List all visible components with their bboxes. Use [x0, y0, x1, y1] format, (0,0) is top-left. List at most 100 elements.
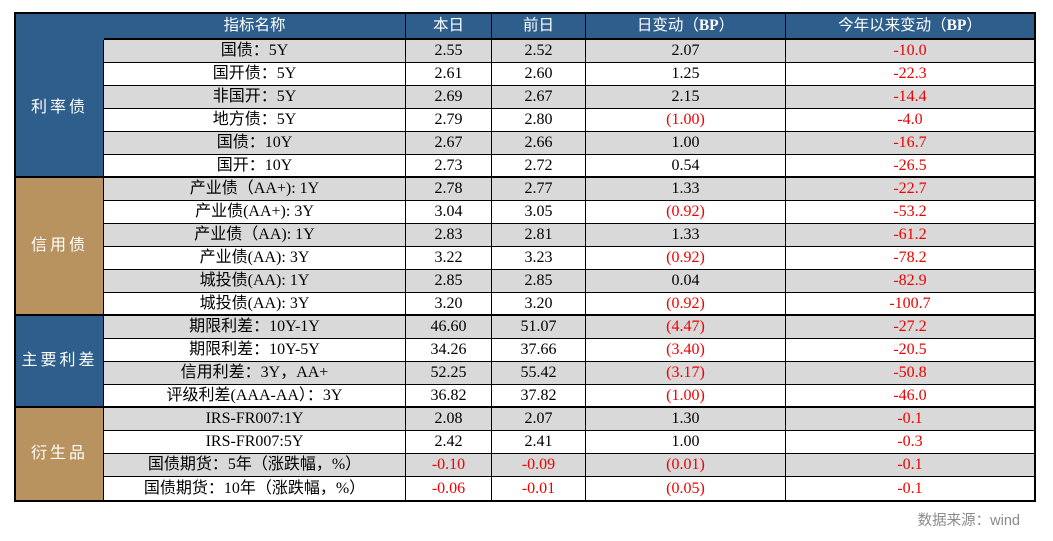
- indicator-name-cell: 产业债（AA): 1Y: [104, 224, 406, 247]
- prev-value-cell: 2.85: [492, 270, 586, 293]
- today-value-cell: -0.10: [406, 454, 492, 477]
- table-header: 指标名称 本日 前日 日变动（BP） 今年以来变动（BP）: [16, 14, 1034, 40]
- category-cell-credit-bonds: 信用债: [16, 178, 104, 316]
- indicator-name-cell: 国开：10Y: [104, 155, 406, 178]
- today-value-cell: 2.42: [406, 431, 492, 454]
- ytd-change-cell: -61.2: [786, 224, 1034, 247]
- today-value-cell: 3.22: [406, 247, 492, 270]
- table-row: 地方债：5Y 2.79 2.80 (1.00) -4.0: [16, 109, 1034, 132]
- prev-value-cell: 3.20: [492, 293, 586, 316]
- indicator-name-cell: 产业债(AA): 3Y: [104, 247, 406, 270]
- table-row: 国债期货：10年（涨跌幅，%） -0.06 -0.01 (0.05) -0.1: [16, 477, 1034, 500]
- ytd-change-cell: -78.2: [786, 247, 1034, 270]
- today-value-cell: 46.60: [406, 316, 492, 339]
- today-value-cell: 2.79: [406, 109, 492, 132]
- ytd-change-cell: -22.7: [786, 178, 1034, 201]
- section-derivatives: 衍生品 IRS-FR007:1Y 2.08 2.07 1.30 -0.1 IRS…: [16, 408, 1034, 500]
- today-value-cell: 3.20: [406, 293, 492, 316]
- today-value-cell: 2.67: [406, 132, 492, 155]
- today-value-cell: 2.83: [406, 224, 492, 247]
- indicator-name-cell: 国债期货：5年（涨跌幅，%）: [104, 454, 406, 477]
- ytd-change-cell: -14.4: [786, 86, 1034, 109]
- ytd-change-cell: -100.7: [786, 293, 1034, 316]
- today-value-cell: 3.04: [406, 201, 492, 224]
- table-row: 非国开：5Y 2.69 2.67 2.15 -14.4: [16, 86, 1034, 109]
- ytd-change-cell: -20.5: [786, 339, 1034, 362]
- ytd-change-cell: -10.0: [786, 40, 1034, 63]
- prev-value-cell: 2.52: [492, 40, 586, 63]
- prev-value-cell: 2.41: [492, 431, 586, 454]
- ytd-change-cell: -4.0: [786, 109, 1034, 132]
- today-value-cell: 2.61: [406, 63, 492, 86]
- today-value-cell: 34.26: [406, 339, 492, 362]
- ytd-change-cell: -53.2: [786, 201, 1034, 224]
- prev-value-cell: 3.23: [492, 247, 586, 270]
- indicator-name-cell: 国债：10Y: [104, 132, 406, 155]
- daily-change-cell: (0.01): [586, 454, 786, 477]
- header-ytd-change-bp-unit: BP: [946, 17, 967, 35]
- prev-value-cell: 37.66: [492, 339, 586, 362]
- table-row: 国开：10Y 2.73 2.72 0.54 -26.5: [16, 155, 1034, 178]
- daily-change-cell: 1.33: [586, 224, 786, 247]
- table-row: 评级利差(AAA-AA）：3Y 36.82 37.82 (1.00) -46.0: [16, 385, 1034, 408]
- indicator-name-cell: 期限利差：10Y-1Y: [104, 316, 406, 339]
- indicator-name-cell: IRS-FR007:5Y: [104, 431, 406, 454]
- ytd-change-cell: -50.8: [786, 362, 1034, 385]
- header-daily-change-suffix: ）: [718, 17, 735, 35]
- indicator-name-cell: IRS-FR007:1Y: [104, 408, 406, 431]
- header-ytd-change-prefix: 今年以来变动（: [838, 17, 947, 35]
- indicator-name-cell: 国债：5Y: [104, 40, 406, 63]
- daily-change-cell: (0.92): [586, 293, 786, 316]
- table-row: IRS-FR007:5Y 2.42 2.41 1.00 -0.3: [16, 431, 1034, 454]
- category-cell-key-spreads: 主要利差: [16, 316, 104, 408]
- header-ytd-change-bp: 今年以来变动（BP）: [786, 14, 1034, 40]
- ytd-change-cell: -0.3: [786, 431, 1034, 454]
- table-row: 城投债(AA): 1Y 2.85 2.85 0.04 -82.9: [16, 270, 1034, 293]
- today-value-cell: 36.82: [406, 385, 492, 408]
- prev-value-cell: -0.09: [492, 454, 586, 477]
- daily-change-cell: 1.33: [586, 178, 786, 201]
- daily-change-cell: (3.17): [586, 362, 786, 385]
- ytd-change-cell: -26.5: [786, 155, 1034, 178]
- prev-value-cell: 2.72: [492, 155, 586, 178]
- table-row: 产业债(AA+): 3Y 3.04 3.05 (0.92) -53.2: [16, 201, 1034, 224]
- category-cell-derivatives: 衍生品: [16, 408, 104, 500]
- header-today: 本日: [406, 14, 492, 40]
- bond-metrics-table: 指标名称 本日 前日 日变动（BP） 今年以来变动（BP） 利率债 国债：5Y …: [14, 12, 1036, 502]
- today-value-cell: 52.25: [406, 362, 492, 385]
- header-ytd-change-suffix: ）: [966, 17, 982, 35]
- prev-value-cell: 55.42: [492, 362, 586, 385]
- ytd-change-cell: -27.2: [786, 316, 1034, 339]
- today-value-cell: 2.08: [406, 408, 492, 431]
- prev-value-cell: 2.66: [492, 132, 586, 155]
- table-row: 国债期货：5年（涨跌幅，%） -0.10 -0.09 (0.01) -0.1: [16, 454, 1034, 477]
- section-key-spreads: 主要利差 期限利差：10Y-1Y 46.60 51.07 (4.47) -27.…: [16, 316, 1034, 408]
- today-value-cell: 2.85: [406, 270, 492, 293]
- prev-value-cell: 2.81: [492, 224, 586, 247]
- table-row: 利率债 国债：5Y 2.55 2.52 2.07 -10.0: [16, 40, 1034, 178]
- prev-value-cell: 2.67: [492, 86, 586, 109]
- indicator-name-cell: 城投债(AA): 1Y: [104, 270, 406, 293]
- daily-change-cell: (0.92): [586, 201, 786, 224]
- prev-value-cell: 2.77: [492, 178, 586, 201]
- ytd-change-cell: -0.1: [786, 408, 1034, 431]
- section-rate-bonds: 利率债 国债：5Y 2.55 2.52 2.07 -10.0 国开债：5Y 2.…: [16, 40, 1034, 178]
- today-value-cell: 2.55: [406, 40, 492, 63]
- indicator-name-cell: 国开债：5Y: [104, 63, 406, 86]
- daily-change-cell: 0.04: [586, 270, 786, 293]
- indicator-name-cell: 产业债(AA+): 3Y: [104, 201, 406, 224]
- header-row: 指标名称 本日 前日 日变动（BP） 今年以来变动（BP）: [16, 14, 1034, 40]
- daily-change-cell: 1.30: [586, 408, 786, 431]
- table-row: 期限利差：10Y-5Y 34.26 37.66 (3.40) -20.5: [16, 339, 1034, 362]
- prev-value-cell: 2.60: [492, 63, 586, 86]
- indicator-name-cell: 地方债：5Y: [104, 109, 406, 132]
- header-category-spacer: [16, 14, 104, 40]
- today-value-cell: 2.69: [406, 86, 492, 109]
- prev-value-cell: 2.07: [492, 408, 586, 431]
- table-row: 产业债(AA): 3Y 3.22 3.23 (0.92) -78.2: [16, 247, 1034, 270]
- header-daily-change-bp-unit: BP: [698, 17, 719, 35]
- category-cell-rate-bonds: 利率债: [16, 40, 104, 178]
- table-row: 衍生品 IRS-FR007:1Y 2.08 2.07 1.30 -0.1: [16, 408, 1034, 500]
- daily-change-cell: (4.47): [586, 316, 786, 339]
- indicator-name-cell: 国债期货：10年（涨跌幅，%）: [104, 477, 406, 500]
